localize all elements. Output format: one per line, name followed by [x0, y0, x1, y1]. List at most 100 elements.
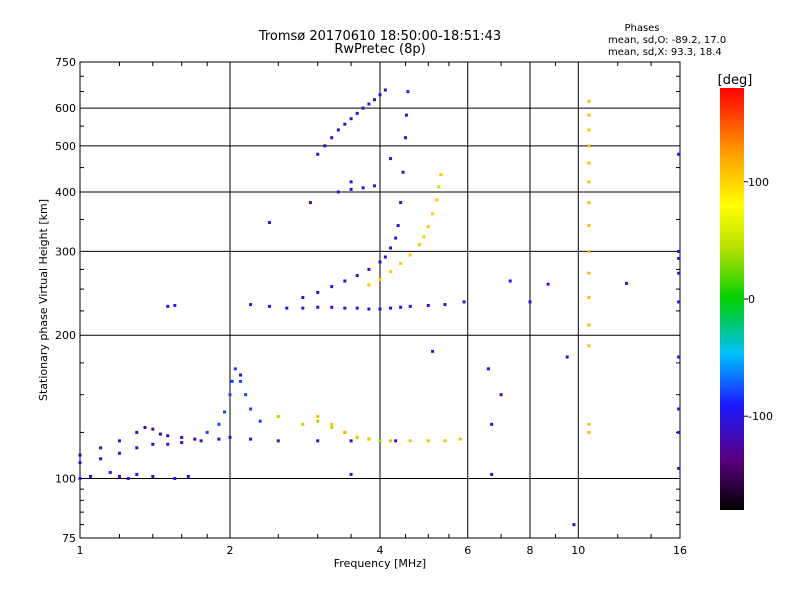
- series-e-layer-upper: [78, 425, 197, 457]
- data-point: [625, 281, 629, 285]
- y-tick-label: 75: [62, 532, 76, 545]
- data-point: [367, 267, 371, 271]
- series-interference-16-mhz: [677, 152, 681, 470]
- data-point: [173, 477, 177, 481]
- chart-title: Tromsø 20170610 18:50:00-18:51:43: [258, 29, 501, 44]
- data-point: [99, 457, 103, 461]
- data-point: [378, 277, 382, 281]
- data-point: [217, 422, 221, 426]
- data-point: [383, 88, 387, 92]
- data-point: [244, 393, 248, 397]
- data-point: [546, 282, 550, 286]
- data-point: [267, 221, 271, 225]
- data-point: [99, 446, 103, 450]
- data-point: [316, 152, 320, 156]
- data-point: [587, 323, 591, 327]
- data-point: [587, 249, 591, 253]
- data-point: [587, 344, 591, 348]
- data-point: [490, 472, 494, 476]
- data-point: [389, 439, 393, 443]
- data-point: [677, 466, 681, 470]
- data-point: [399, 261, 403, 265]
- data-point: [355, 274, 359, 278]
- data-point: [316, 414, 320, 418]
- series-f-layer-o-trace: [301, 90, 410, 300]
- data-point: [285, 306, 289, 310]
- series-scattered-echoes: [166, 157, 629, 527]
- data-point: [587, 113, 591, 117]
- series-e-cusp: [205, 367, 262, 434]
- data-point: [426, 303, 430, 307]
- x-tick-label: 6: [464, 544, 471, 557]
- data-point: [439, 173, 443, 177]
- data-point: [126, 477, 130, 481]
- data-point: [389, 270, 393, 274]
- data-point: [151, 442, 155, 446]
- data-point: [587, 271, 591, 275]
- data-point: [587, 430, 591, 434]
- colorbar-label: [deg]: [718, 73, 753, 88]
- colorbar-ticks: 100 0 -100: [744, 176, 773, 423]
- data-point: [151, 474, 155, 478]
- data-point: [458, 437, 462, 441]
- data-point: [78, 477, 82, 481]
- data-point: [330, 425, 334, 429]
- data-point: [394, 236, 398, 240]
- x-tick-label: 1: [77, 544, 84, 557]
- data-point: [587, 161, 591, 165]
- data-point: [349, 180, 353, 184]
- data-point: [117, 474, 121, 478]
- data-point: [239, 373, 243, 377]
- y-tick-label: 600: [55, 102, 76, 115]
- data-point: [443, 439, 447, 443]
- data-point: [677, 271, 681, 275]
- series-es-low-echoes: [78, 470, 190, 481]
- data-point: [135, 472, 139, 476]
- data-point: [217, 437, 221, 441]
- data-point: [343, 430, 347, 434]
- data-point: [401, 170, 405, 174]
- data-point: [223, 410, 227, 414]
- data-point: [323, 144, 327, 148]
- data-point: [301, 422, 305, 426]
- colorbar-tick-label: 0: [748, 293, 755, 306]
- data-point: [276, 414, 280, 418]
- data-point: [249, 437, 253, 441]
- colorbar: [720, 88, 744, 510]
- data-point: [378, 307, 382, 311]
- data-point: [230, 379, 234, 383]
- data-point: [78, 461, 82, 465]
- data-point: [249, 407, 253, 411]
- series-e-layer-trace: [78, 435, 398, 465]
- data-point: [316, 419, 320, 423]
- series-f-layer-low-branch: [336, 184, 377, 194]
- data-point: [301, 296, 305, 300]
- data-point: [158, 432, 162, 436]
- data-point: [587, 180, 591, 184]
- stats-line-o: mean, sd,O: -89.2, 17.0: [608, 35, 726, 46]
- data-point: [378, 260, 382, 264]
- data-point: [587, 144, 591, 148]
- data-point: [406, 90, 410, 94]
- data-point: [367, 437, 371, 441]
- data-point: [587, 422, 591, 426]
- data-point: [486, 367, 490, 371]
- data-point: [367, 307, 371, 311]
- series-f-layer-x-trace: [367, 173, 443, 287]
- data-point: [316, 305, 320, 309]
- data-point: [508, 279, 512, 283]
- data-point: [199, 439, 203, 443]
- data-point: [330, 422, 334, 426]
- data-point: [367, 102, 371, 106]
- x-tick-label: 4: [377, 544, 384, 557]
- data-point: [378, 93, 382, 97]
- data-point: [173, 303, 177, 307]
- data-point: [587, 99, 591, 103]
- stats-heading: Phases: [624, 23, 659, 34]
- data-point: [499, 393, 503, 397]
- data-point: [336, 190, 340, 194]
- data-point: [431, 349, 435, 353]
- data-point: [249, 303, 253, 307]
- data-point: [355, 306, 359, 310]
- data-point: [389, 306, 393, 310]
